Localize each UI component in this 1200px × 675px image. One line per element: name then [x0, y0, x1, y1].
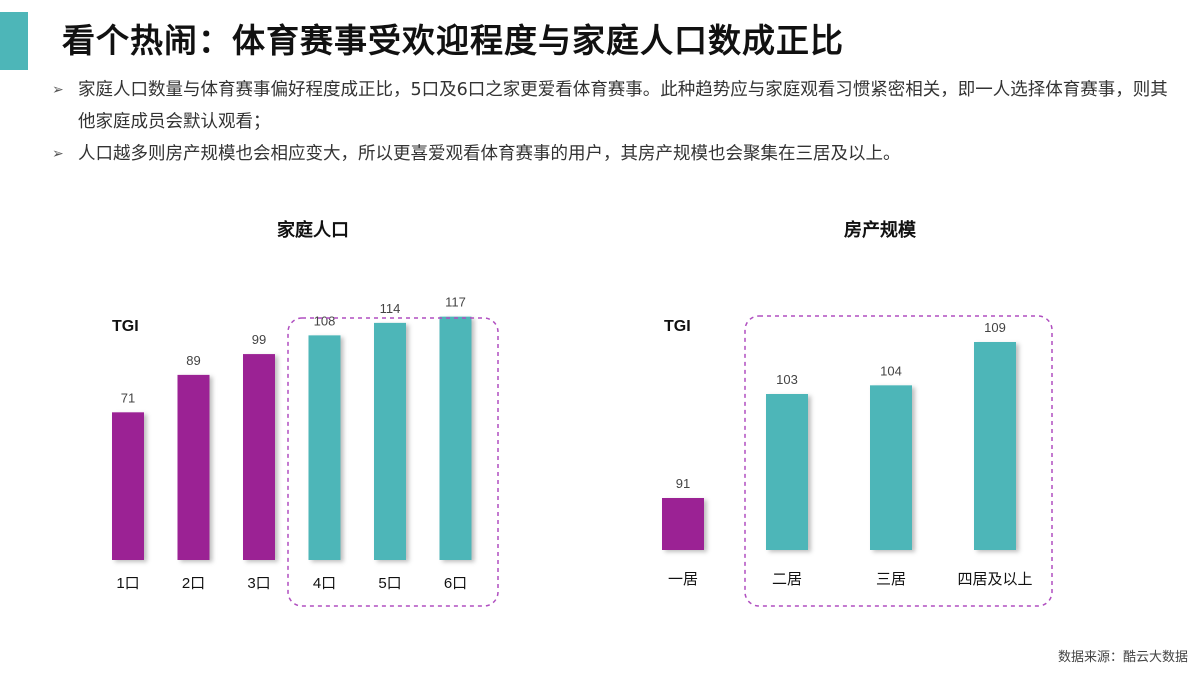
bullet-item-2: ➢ 人口越多则房产规模也会相应变大，所以更喜爱观看体育赛事的用户，其房产规模也会… — [52, 138, 1172, 170]
data-label: 104 — [880, 363, 902, 378]
y-axis-label: TGI — [664, 318, 691, 335]
data-label: 114 — [380, 301, 401, 316]
data-label: 103 — [776, 372, 798, 387]
data-label: 117 — [445, 295, 466, 310]
arrowhead-bullet-icon: ➢ — [52, 82, 64, 98]
bar-四居及以上 — [974, 342, 1016, 550]
category-tick-label: 二居 — [772, 571, 802, 588]
data-source-note: 数据来源：酷云大数据 — [1057, 650, 1188, 665]
data-label: 108 — [314, 313, 336, 328]
category-tick-label: 一居 — [668, 571, 698, 588]
category-tick-label: 6口 — [444, 575, 467, 592]
bullet-item-1: ➢ 家庭人口数量与体育赛事偏好程度成正比，5口及6口之家更爱看体育赛事。此种趋势… — [52, 74, 1172, 138]
chart-title: 家庭人口 — [277, 219, 349, 240]
highlight-group-box — [744, 315, 1053, 607]
data-label: 89 — [186, 353, 200, 368]
bar-1口 — [112, 412, 144, 560]
data-label: 91 — [676, 476, 690, 491]
bar-5口 — [374, 322, 406, 560]
category-tick-label: 4口 — [313, 575, 336, 592]
data-label: 71 — [121, 390, 135, 405]
data-label: 109 — [984, 320, 1006, 335]
category-tick-label: 1口 — [116, 575, 139, 592]
bar-二居 — [766, 394, 808, 550]
y-axis-label: TGI — [112, 318, 139, 335]
bar-3口 — [243, 354, 275, 560]
arrowhead-bullet-icon: ➢ — [52, 146, 64, 162]
category-tick-label: 3口 — [247, 575, 270, 592]
bullet-list: ➢ 家庭人口数量与体育赛事偏好程度成正比，5口及6口之家更爱看体育赛事。此种趋势… — [52, 74, 1172, 170]
bar-4口 — [308, 335, 341, 560]
highlight-group-box — [287, 317, 499, 607]
bullet-text: 人口越多则房产规模也会相应变大，所以更喜爱观看体育赛事的用户，其房产规模也会聚集… — [78, 144, 901, 164]
category-tick-label: 四居及以上 — [957, 571, 1032, 588]
category-tick-label: 5口 — [378, 575, 401, 592]
bar-三居 — [870, 385, 912, 550]
category-tick-label: 2口 — [182, 575, 205, 592]
chart-title: 房产规模 — [844, 219, 917, 240]
category-tick-label: 三居 — [876, 571, 906, 588]
data-label: 99 — [252, 332, 266, 347]
bullet-text: 家庭人口数量与体育赛事偏好程度成正比，5口及6口之家更爱看体育赛事。此种趋势应与… — [78, 80, 1168, 132]
bar-一居 — [662, 498, 704, 550]
page-title: 看个热闹：体育赛事受欢迎程度与家庭人口数成正比 — [62, 21, 844, 60]
bar-2口 — [177, 374, 210, 560]
bar-6口 — [439, 316, 472, 560]
title-accent-bar — [0, 12, 28, 70]
